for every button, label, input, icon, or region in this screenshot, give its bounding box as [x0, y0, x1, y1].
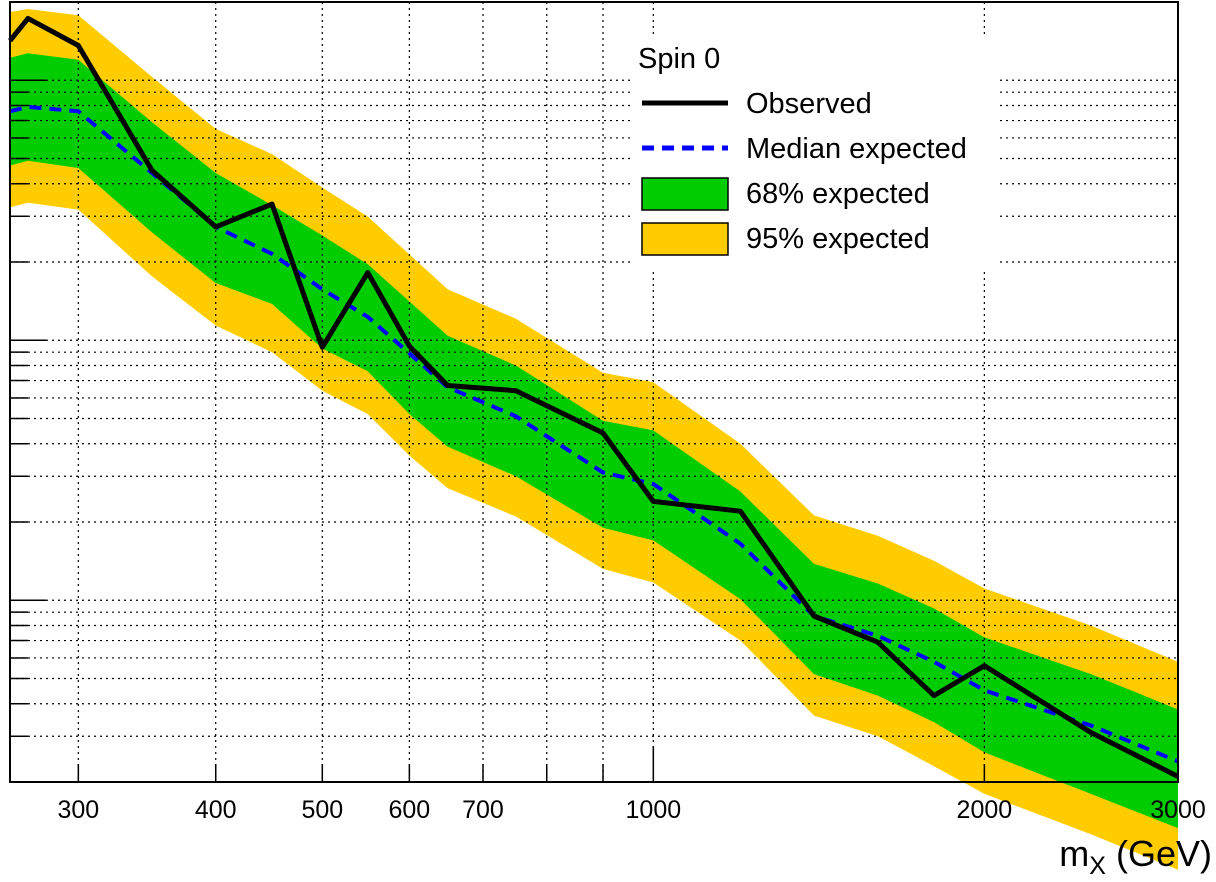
x-tick-labels: 300 400 500 600 700 1000 2000 3000 [57, 796, 1205, 824]
x-tick-label: 3000 [1150, 796, 1206, 824]
x-tick-label: 500 [301, 796, 343, 824]
band-68-area [10, 53, 1178, 829]
series-lines [8, 15, 1180, 779]
observed-line [8, 15, 1180, 779]
x-axis-title: mX (GeV) [1059, 833, 1212, 880]
x-axis-title-unit: (GeV) [1106, 833, 1212, 874]
legend-label-95: 95% expected [746, 223, 930, 255]
legend-label-observed: Observed [746, 88, 872, 120]
x-tick-label: 2000 [957, 796, 1013, 824]
x-axis-title-subscript: X [1089, 852, 1106, 880]
plot-frame [9, 1, 1179, 783]
x-axis-title-symbol: m [1059, 833, 1089, 874]
legend-swatch-95 [641, 222, 729, 256]
band-68-expected [10, 53, 1178, 829]
x-tick-label: 300 [57, 796, 99, 824]
x-tick-label: 600 [389, 796, 431, 824]
x-tick-label: 1000 [626, 796, 682, 824]
legend-swatch-68 [641, 177, 729, 211]
median-expected-line [9, 104, 1179, 764]
x-tick-label: 700 [462, 796, 504, 824]
legend-header: Spin 0 [638, 43, 720, 75]
legend-label-median: Median expected [746, 133, 967, 165]
axis-ticks [10, 79, 1179, 782]
legend: Spin 0 Observed Median expected 68% expe… [630, 36, 1000, 268]
x-tick-label: 400 [195, 796, 237, 824]
legend-label-68: 68% expected [746, 178, 930, 210]
